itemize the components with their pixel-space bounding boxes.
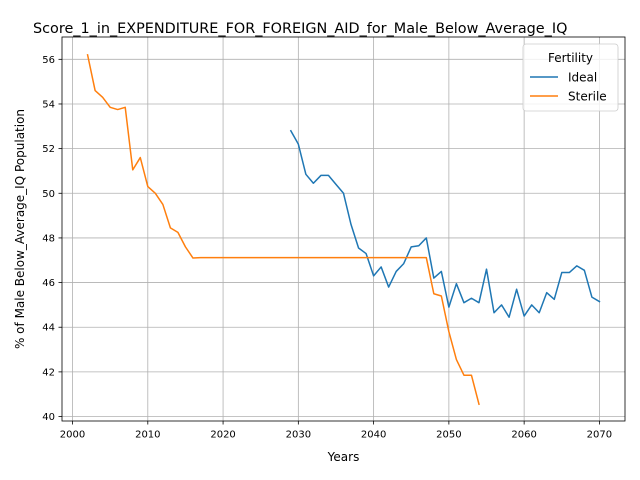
x-tick-label: 2020 [210, 430, 235, 441]
x-axis-label: Years [327, 450, 360, 464]
chart-title: Score_1_in_EXPENDITURE_FOR_FOREIGN_AID_f… [33, 21, 567, 37]
legend-label-ideal: Ideal [568, 71, 597, 85]
x-tick-label: 2070 [587, 430, 612, 441]
plot-area-frame [61, 36, 626, 422]
y-tick-label: 48 [42, 233, 55, 244]
y-tick-label: 50 [42, 189, 55, 200]
x-tick-label: 2010 [135, 430, 160, 441]
x-tick-label: 2000 [60, 430, 85, 441]
y-tick-label: 54 [42, 99, 55, 110]
series-layer [86, 53, 601, 406]
y-tick-label: 56 [42, 55, 55, 66]
y-tick-label: 52 [42, 144, 55, 155]
y-axis-label: % of Male Below_Average_IQ Population [13, 109, 27, 349]
y-tick-label: 44 [42, 323, 55, 334]
y-tick-label: 42 [42, 367, 55, 378]
x-tick-label: 2050 [436, 430, 461, 441]
y-tick-label: 46 [42, 278, 55, 289]
y-tick-label: 40 [42, 412, 55, 423]
legend-label-sterile: Sterile [568, 90, 607, 104]
series-line-sterile [86, 53, 480, 406]
x-tick-label: 2060 [511, 430, 536, 441]
legend: Fertility Ideal Sterile [522, 43, 619, 112]
legend-title: Fertility [548, 51, 593, 65]
series-line-ideal [289, 129, 601, 318]
x-tick-label: 2040 [361, 430, 386, 441]
legend-frame [522, 43, 619, 112]
axis-ticks: 2000 2010 2020 2030 2040 2050 2060 2070 40 42 44 46… [42, 55, 612, 441]
x-tick-label: 2030 [286, 430, 311, 441]
